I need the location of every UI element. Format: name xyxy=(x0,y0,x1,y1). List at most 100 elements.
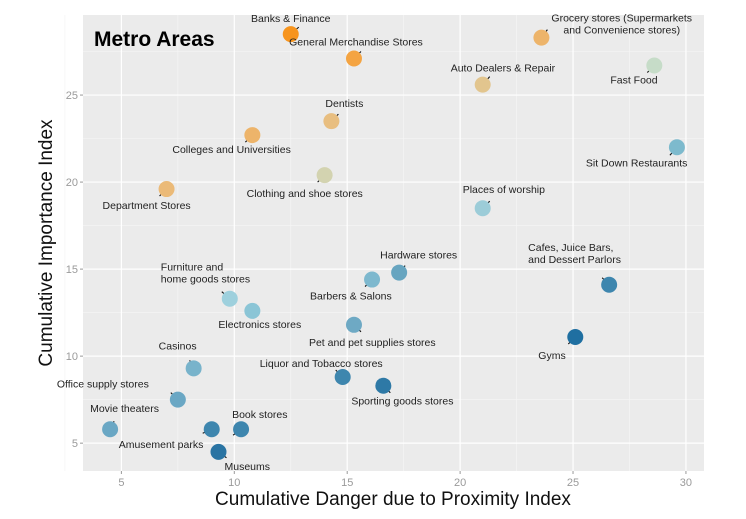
data-point xyxy=(316,167,333,184)
point-label: Casinos xyxy=(159,340,197,352)
data-point xyxy=(323,113,340,130)
data-point xyxy=(102,421,119,438)
point-label: Amusement parks xyxy=(119,439,204,451)
point-label-line: Electronics stores xyxy=(218,319,301,331)
point-label: Sit Down Restaurants xyxy=(586,157,688,169)
point-label-line: Hardware stores xyxy=(380,250,457,262)
y-tick-label: 20 xyxy=(66,177,78,189)
point-label-line: Banks & Finance xyxy=(251,13,331,25)
point-label: Movie theaters xyxy=(90,403,159,415)
point-label-line: Pet and pet supplies stores xyxy=(309,337,436,349)
x-tick-label: 10 xyxy=(228,477,240,489)
x-tick-label: 30 xyxy=(680,477,692,489)
point-label-line: Grocery stores (Supermarkets xyxy=(551,13,692,25)
point-label: Gyms xyxy=(538,350,565,362)
point-label: Museums xyxy=(224,461,270,473)
point-labels: Banks & Finance General Merchandise Store… xyxy=(57,13,692,473)
data-point xyxy=(533,29,550,46)
point-label-line: Barbers & Salons xyxy=(310,291,392,303)
point-label: Furniture and home goods stores xyxy=(161,262,250,286)
y-tick-label: 5 xyxy=(72,438,78,450)
data-point xyxy=(210,443,227,460)
point-label-line: Liquor and Tobacco stores xyxy=(260,358,383,370)
data-point xyxy=(601,276,618,293)
x-tick-label: 15 xyxy=(341,477,353,489)
point-label-line: Fast Food xyxy=(610,74,657,86)
y-axis-title: Cumulative Importance Index xyxy=(36,119,57,367)
x-tick-label: 20 xyxy=(454,477,466,489)
data-point xyxy=(244,127,261,144)
point-label: Liquor and Tobacco stores xyxy=(260,358,383,370)
point-label: Places of worship xyxy=(463,184,545,196)
point-label: Fast Food xyxy=(610,74,657,86)
point-label: Department Stores xyxy=(103,200,191,212)
data-point xyxy=(345,50,362,67)
data-point xyxy=(567,328,584,345)
point-label-line: Furniture and xyxy=(161,262,224,274)
data-point xyxy=(668,139,685,156)
point-label-line: Sit Down Restaurants xyxy=(586,157,688,169)
point-label-line: and Convenience stores) xyxy=(563,25,680,37)
point-label: General Merchandise Stores xyxy=(289,37,423,49)
point-label-line: and Dessert Parlors xyxy=(528,254,621,266)
data-point xyxy=(391,264,408,281)
data-point xyxy=(169,391,186,408)
data-points xyxy=(102,26,685,460)
point-label-line: Cafes, Juice Bars, xyxy=(528,242,613,254)
data-point xyxy=(221,290,238,307)
data-point xyxy=(244,302,261,319)
point-label: Cafes, Juice Bars, and Dessert Parlors xyxy=(528,242,621,266)
point-label: Dentists xyxy=(325,98,363,110)
point-label-line: home goods stores xyxy=(161,274,250,286)
data-point xyxy=(203,421,220,438)
x-axis-title: Cumulative Danger due to Proximity Index xyxy=(215,489,571,510)
point-label: Sporting goods stores xyxy=(351,396,453,408)
point-label: Auto Dealers & Repair xyxy=(451,63,556,75)
point-label-line: Auto Dealers & Repair xyxy=(451,63,556,75)
point-label-line: Casinos xyxy=(159,340,197,352)
point-label-line: Places of worship xyxy=(463,184,545,196)
point-label-line: Office supply stores xyxy=(57,379,149,391)
point-label-line: Movie theaters xyxy=(90,403,159,415)
data-point xyxy=(474,200,491,217)
data-point xyxy=(334,369,351,386)
data-point xyxy=(233,421,250,438)
point-label-line: Sporting goods stores xyxy=(351,396,453,408)
point-label-line: Amusement parks xyxy=(119,439,204,451)
point-label: Book stores xyxy=(232,409,287,421)
point-label-line: Colleges and Universities xyxy=(172,144,290,156)
point-label-line: Department Stores xyxy=(103,200,191,212)
point-label: Clothing and shoe stores xyxy=(247,188,363,200)
point-label: Barbers & Salons xyxy=(310,291,392,303)
data-point xyxy=(282,26,299,43)
point-label: Office supply stores xyxy=(57,379,149,391)
point-label: Electronics stores xyxy=(218,319,301,331)
chart-title: Metro Areas xyxy=(94,28,215,51)
x-tick-label: 25 xyxy=(567,477,579,489)
minor-gridlines xyxy=(64,15,704,471)
x-axis-ticks: 5 10 15 20 25 30 xyxy=(118,471,692,489)
point-label-line: Dentists xyxy=(325,98,363,110)
point-label-line: Clothing and shoe stores xyxy=(247,188,363,200)
y-tick-label: 10 xyxy=(66,351,78,363)
point-label: Hardware stores xyxy=(380,250,457,262)
data-point xyxy=(646,57,663,74)
data-point xyxy=(474,76,491,93)
point-label: Banks & Finance xyxy=(251,13,331,25)
point-label: Grocery stores (Supermarkets and Convenie… xyxy=(551,13,692,37)
data-point xyxy=(364,271,381,288)
data-point xyxy=(375,377,392,394)
plot-panel xyxy=(83,15,704,471)
y-axis-ticks: 5 10 15 20 25 xyxy=(66,90,83,450)
point-label-line: Book stores xyxy=(232,409,287,421)
y-tick-label: 15 xyxy=(66,264,78,276)
point-label-line: Museums xyxy=(224,461,270,473)
data-point xyxy=(158,181,175,198)
point-label-line: Gyms xyxy=(538,350,565,362)
x-tick-label: 5 xyxy=(118,477,124,489)
point-label: Pet and pet supplies stores xyxy=(309,337,436,349)
major-gridlines xyxy=(83,15,704,471)
point-label: Colleges and Universities xyxy=(172,144,290,156)
data-point xyxy=(185,360,202,377)
